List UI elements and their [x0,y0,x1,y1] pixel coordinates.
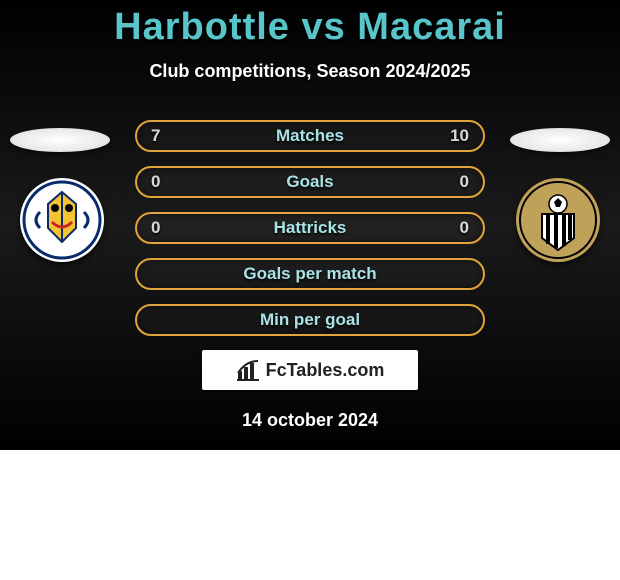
stat-row-hattricks: 0 Hattricks 0 [135,212,485,244]
bar-chart-icon [236,359,260,381]
left-team-crest[interactable] [20,178,104,262]
right-crest-icon [516,178,600,262]
right-team-crest[interactable] [516,178,600,262]
stat-row-goals: 0 Goals 0 [135,166,485,198]
stat-left-value: 7 [151,126,160,146]
stat-row-matches: 7 Matches 10 [135,120,485,152]
stat-label: Matches [276,126,344,146]
subtitle: Club competitions, Season 2024/2025 [0,61,620,82]
stat-label: Min per goal [260,310,360,330]
stat-row-min-per-goal: Min per goal [135,304,485,336]
stat-row-goals-per-match: Goals per match [135,258,485,290]
stat-right-value: 0 [460,172,469,192]
stat-label: Hattricks [274,218,347,238]
brand-link[interactable]: FcTables.com [202,350,418,390]
stat-left-value: 0 [151,172,160,192]
right-team-name-pill [510,128,610,152]
stat-label: Goals per match [243,264,376,284]
brand-text: FcTables.com [266,360,385,381]
stat-left-value: 0 [151,218,160,238]
stat-label: Goals [286,172,333,192]
left-crest-icon [20,178,104,262]
stat-right-value: 10 [450,126,469,146]
date-label: 14 october 2024 [0,410,620,431]
left-team-name-pill [10,128,110,152]
page-title: Harbottle vs Macarai [0,6,620,49]
stat-right-value: 0 [460,218,469,238]
comparison-widget: Harbottle vs Macarai Club competitions, … [0,0,620,450]
